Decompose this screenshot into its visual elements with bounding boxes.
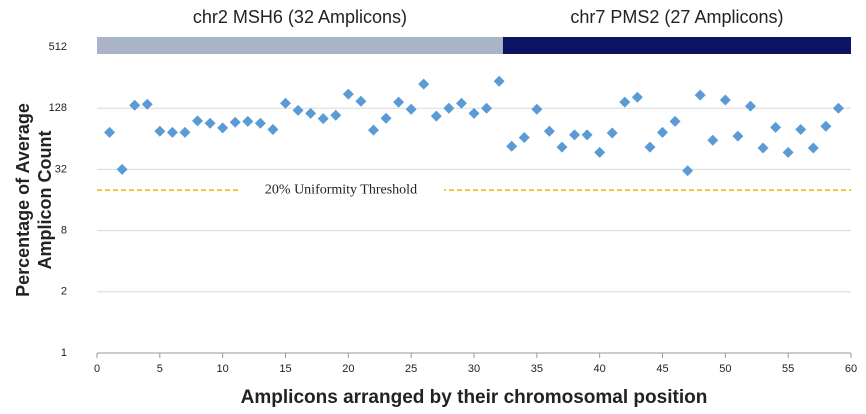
data-point xyxy=(217,122,229,134)
x-tick-label: 25 xyxy=(405,363,417,375)
data-point xyxy=(531,103,543,115)
data-point xyxy=(254,117,266,129)
region-bar xyxy=(97,37,503,54)
data-point xyxy=(229,116,241,128)
x-tick-label: 20 xyxy=(342,363,354,375)
data-point xyxy=(506,140,518,152)
x-tick-label: 30 xyxy=(468,363,480,375)
data-point xyxy=(594,146,606,158)
data-point xyxy=(468,107,480,119)
y-tick-label: 1 xyxy=(61,347,67,359)
y-axis-title: Percentage of Average Amplicon Count xyxy=(13,103,55,297)
data-point xyxy=(631,91,643,103)
data-point xyxy=(732,130,744,142)
y-axis-title-line: Amplicon Count xyxy=(35,131,55,270)
data-point xyxy=(393,96,405,108)
threshold-label: 20% Uniformity Threshold xyxy=(265,182,417,197)
y-tick-label: 128 xyxy=(49,102,67,114)
data-point xyxy=(518,131,530,143)
data-point xyxy=(418,78,430,90)
y-tick-label: 512 xyxy=(49,41,67,53)
data-point xyxy=(644,141,656,153)
data-point xyxy=(682,165,694,177)
data-point xyxy=(104,126,116,138)
data-point xyxy=(707,134,719,146)
data-point xyxy=(154,125,166,137)
data-point xyxy=(242,115,254,127)
data-point xyxy=(820,120,832,132)
data-point xyxy=(694,89,706,101)
data-point xyxy=(807,142,819,154)
x-tick-label: 60 xyxy=(845,363,857,375)
data-point xyxy=(543,125,555,137)
y-tick-label: 32 xyxy=(55,163,67,175)
data-point xyxy=(581,129,593,141)
data-point xyxy=(455,97,467,109)
data-point xyxy=(744,100,756,112)
data-point xyxy=(556,141,568,153)
x-tick-label: 10 xyxy=(217,363,229,375)
data-point xyxy=(280,97,291,109)
data-point xyxy=(770,121,782,133)
y-axis-title-line: Percentage of Average xyxy=(13,103,33,297)
data-point xyxy=(305,107,317,119)
data-point xyxy=(317,113,329,125)
data-point xyxy=(116,163,128,175)
data-point xyxy=(267,124,279,136)
x-tick-label: 45 xyxy=(656,363,668,375)
data-point xyxy=(795,124,807,136)
data-point xyxy=(141,98,153,110)
data-point xyxy=(166,126,178,138)
threshold-label-bg xyxy=(238,181,444,200)
data-point xyxy=(342,88,354,100)
data-point xyxy=(179,126,191,138)
x-tick-label: 40 xyxy=(594,363,606,375)
region-label: chr2 MSH6 (32 Amplicons) xyxy=(193,7,407,27)
region-bar xyxy=(502,37,851,54)
data-point xyxy=(719,94,731,106)
x-axis-title: Amplicons arranged by their chromosomal … xyxy=(241,387,708,408)
data-point xyxy=(657,126,668,138)
x-tick-label: 35 xyxy=(531,363,543,375)
data-point xyxy=(430,110,442,122)
y-tick-label: 2 xyxy=(61,286,67,298)
y-tick-label: 8 xyxy=(61,225,67,237)
data-point xyxy=(782,146,794,158)
data-point xyxy=(129,99,141,111)
data-point xyxy=(355,95,367,107)
x-tick-label: 55 xyxy=(782,363,794,375)
region-label: chr7 PMS2 (27 Amplicons) xyxy=(570,7,783,27)
data-point xyxy=(669,115,681,127)
x-tick-label: 15 xyxy=(279,363,291,375)
data-point xyxy=(292,104,304,116)
data-point xyxy=(493,75,505,87)
data-point xyxy=(367,124,379,136)
data-point xyxy=(192,115,204,127)
data-point xyxy=(832,102,844,114)
data-point xyxy=(204,117,216,129)
x-tick-label: 5 xyxy=(157,363,163,375)
data-point xyxy=(606,127,618,139)
data-point xyxy=(405,103,417,115)
data-point xyxy=(619,96,631,108)
data-point xyxy=(481,102,493,114)
data-point xyxy=(330,109,342,121)
data-point xyxy=(757,142,769,154)
data-point xyxy=(443,102,455,114)
data-point xyxy=(380,112,392,124)
x-tick-label: 0 xyxy=(94,363,100,375)
data-point xyxy=(569,129,581,141)
x-tick-label: 50 xyxy=(719,363,731,375)
